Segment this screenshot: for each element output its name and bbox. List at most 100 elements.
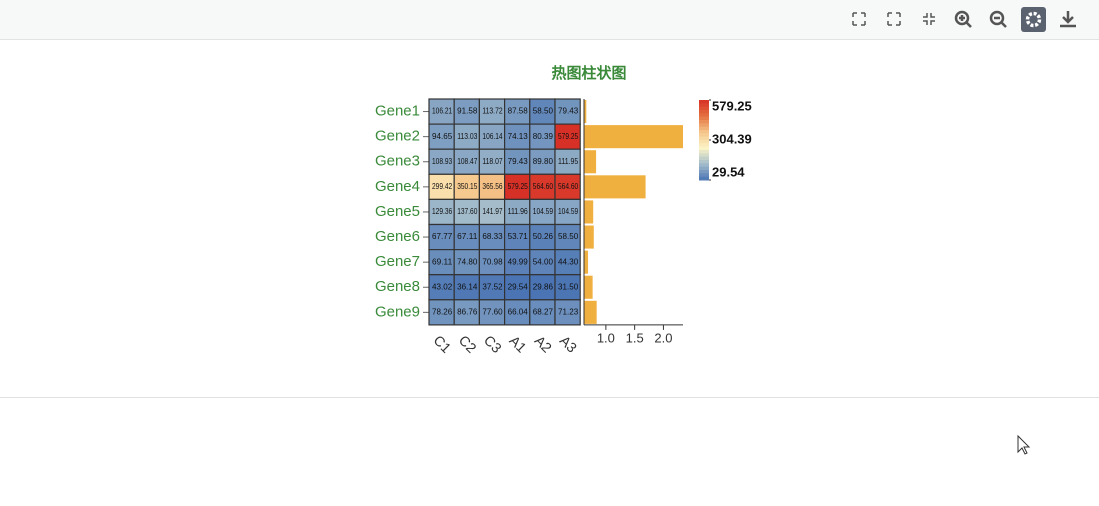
cell-label: 89.80 <box>533 157 554 166</box>
download-icon[interactable] <box>1060 11 1076 28</box>
column-label: C2 <box>456 332 480 356</box>
column-label: C3 <box>481 332 505 356</box>
legend-swatch <box>699 126 709 131</box>
cell-label: 91.58 <box>457 107 478 116</box>
legend-swatch <box>699 140 709 144</box>
legend-swatch <box>699 163 709 168</box>
zoom-in-icon[interactable] <box>954 10 972 28</box>
cell-label: 106.21 <box>432 107 453 116</box>
heatmap-cell <box>478 274 506 301</box>
cell-label: 29.54 <box>508 282 529 291</box>
cell-label: 129.36 <box>432 207 453 216</box>
row-label: Gene4 <box>375 178 420 195</box>
row-label: Gene9 <box>375 303 420 320</box>
cell-label: 365.56 <box>482 182 503 191</box>
x-tick-label: 2.0 <box>654 330 672 345</box>
x-tick-label: 1.5 <box>626 330 644 345</box>
column-label: C1 <box>431 332 455 356</box>
chart-title: 热图柱状图 <box>551 64 626 82</box>
cell-label: 29.86 <box>533 282 554 291</box>
legend-swatch <box>699 100 709 104</box>
cell-label: 94.65 <box>432 132 453 141</box>
row-label: Gene3 <box>375 153 420 170</box>
heatmap-cell <box>504 123 531 150</box>
legend-swatch <box>699 160 709 164</box>
cell-label: 68.33 <box>482 232 503 241</box>
row-label: Gene2 <box>375 128 420 145</box>
legend-label: 304.39 <box>712 131 752 146</box>
cell-label: 111.96 <box>508 207 529 216</box>
cell-label: 86.76 <box>457 307 478 316</box>
legend-swatch <box>699 103 709 108</box>
heatmap-cell <box>554 299 581 326</box>
cell-label: 67.77 <box>432 232 453 241</box>
legend-swatch <box>699 130 709 134</box>
cell-label: 70.98 <box>482 257 503 266</box>
heatmap-cell <box>554 148 581 175</box>
cell-label: 141.97 <box>482 207 503 216</box>
cell-label: 80.39 <box>533 132 554 141</box>
bar <box>584 125 683 149</box>
divider <box>0 397 1099 398</box>
legend-swatch <box>699 156 709 161</box>
legend-swatch <box>699 166 709 171</box>
heatmap-cell <box>554 198 581 226</box>
cell-label: 87.58 <box>508 107 529 116</box>
fullscreen-icon[interactable] <box>887 12 901 26</box>
cell-label: 104.59 <box>533 207 554 216</box>
legend-swatch <box>699 133 709 138</box>
cell-label: 31.50 <box>558 282 579 291</box>
column-label: A2 <box>532 332 556 356</box>
cell-label: 104.59 <box>558 207 579 216</box>
row-label: Gene8 <box>375 278 420 295</box>
column-label: A3 <box>557 332 581 356</box>
shrink-icon[interactable] <box>923 13 935 25</box>
bar <box>584 100 587 124</box>
heatmap-cell <box>428 223 455 251</box>
settings-icon[interactable] <box>1021 7 1046 32</box>
row-label: Gene1 <box>375 103 420 120</box>
cell-label: 113.72 <box>482 107 503 116</box>
heatmap-cell <box>529 98 556 125</box>
cell-label: 579.25 <box>558 132 579 141</box>
heatmap-cell <box>529 249 556 276</box>
cell-label: 74.80 <box>457 257 478 266</box>
bar <box>584 225 594 249</box>
heatmap-cell <box>529 299 556 326</box>
cell-label: 106.14 <box>482 132 503 141</box>
cell-label: 118.07 <box>482 157 503 166</box>
heatmap-cell <box>428 98 455 125</box>
bar <box>584 250 589 274</box>
heatmap-cell <box>504 198 531 226</box>
legend-swatch <box>699 110 709 114</box>
bar <box>584 200 594 224</box>
cell-label: 137.60 <box>457 207 478 216</box>
row-label: Gene7 <box>375 253 420 270</box>
cell-label: 299.42 <box>432 182 453 191</box>
cell-label: 43.02 <box>432 282 453 291</box>
legend-swatch <box>699 123 709 128</box>
cell-label: 108.93 <box>432 157 453 166</box>
bar <box>584 300 597 324</box>
cell-label: 564.60 <box>533 182 554 191</box>
heatmap-cell <box>529 123 556 150</box>
cell-label: 564.60 <box>558 182 579 191</box>
zoom-out-icon[interactable] <box>989 10 1007 28</box>
legend-swatch <box>699 136 709 141</box>
heatmap-cell <box>529 274 556 301</box>
fit-icon[interactable] <box>852 12 866 26</box>
cell-label: 50.26 <box>533 232 554 241</box>
bar <box>584 175 646 199</box>
heatmap-cell <box>428 249 455 276</box>
cell-label: 77.60 <box>482 307 503 316</box>
cell-label: 79.43 <box>558 107 579 116</box>
cell-label: 36.14 <box>457 282 478 291</box>
bar <box>584 275 593 299</box>
cell-label: 68.27 <box>533 307 554 316</box>
cell-label: 79.43 <box>508 157 529 166</box>
cell-label: 54.00 <box>533 257 554 266</box>
row-label: Gene6 <box>375 228 420 245</box>
bar <box>584 150 597 174</box>
toolbar <box>0 0 1099 40</box>
